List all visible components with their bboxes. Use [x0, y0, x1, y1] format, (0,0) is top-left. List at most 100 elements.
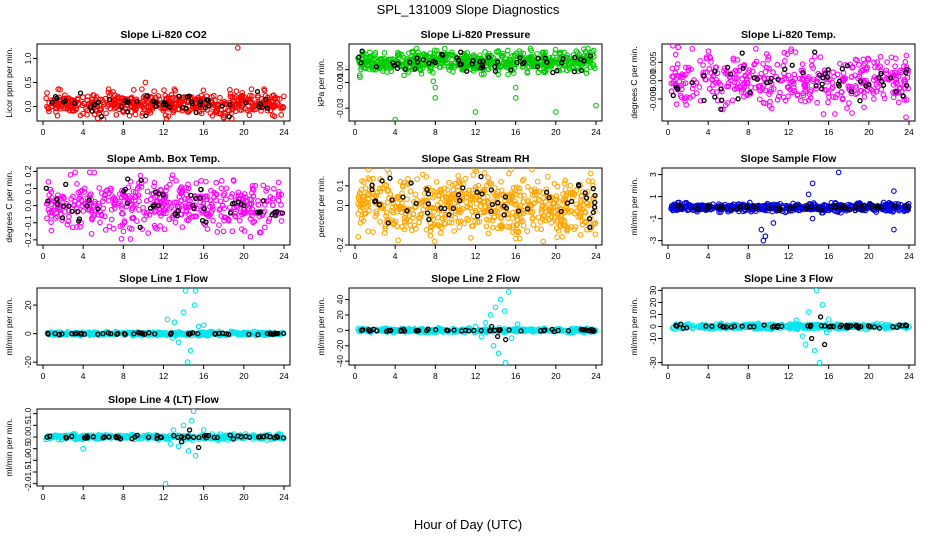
data-point: [731, 75, 738, 81]
data-point: [470, 223, 476, 229]
data-point: [720, 106, 726, 113]
data-point: [424, 210, 431, 216]
data-point: [239, 89, 246, 96]
data-point: [505, 71, 511, 78]
data-point: [102, 227, 109, 233]
data-point: [474, 219, 481, 226]
outlier-point: [758, 226, 765, 233]
data-point: [752, 45, 759, 52]
data-point: [134, 185, 141, 192]
data-point: [76, 195, 83, 202]
data-point: [181, 196, 188, 202]
data-point: [508, 199, 515, 206]
data-point: [471, 327, 477, 334]
data-point: [264, 105, 271, 111]
data-point: [483, 223, 490, 230]
data-point: [559, 66, 566, 73]
data-point: [874, 59, 881, 65]
data-point: [358, 327, 365, 333]
data-point: [61, 195, 67, 202]
x-tick-label: 16: [199, 127, 209, 137]
data-point: [903, 64, 910, 71]
data-point: [890, 81, 897, 88]
data-point: [79, 94, 86, 101]
data-point: [464, 68, 470, 74]
data-point: [221, 191, 228, 197]
data-point: [200, 194, 207, 201]
data-point: [541, 212, 548, 219]
data-point: [200, 87, 207, 94]
data-point: [275, 191, 282, 198]
x-tick-label: 4: [393, 371, 398, 381]
x-tick-label: 12: [471, 251, 481, 261]
data-point: [143, 95, 150, 102]
data-point: [883, 70, 890, 77]
data-point: [261, 224, 268, 231]
data-point: [365, 228, 371, 235]
data-point: [372, 49, 379, 56]
outlier-point: [472, 109, 479, 115]
data-point: [132, 111, 139, 118]
data-point: [218, 185, 225, 192]
data-point: [784, 208, 790, 215]
data-point: [510, 184, 517, 191]
data-point: [254, 209, 261, 215]
data-point: [161, 330, 168, 337]
data-point: [53, 109, 59, 115]
points: [668, 44, 912, 121]
data-point: [897, 67, 904, 74]
outlier-point: [182, 288, 189, 294]
data-point: [765, 54, 772, 60]
data-point: [787, 79, 794, 86]
data-point: [590, 185, 596, 192]
data-point: [433, 47, 440, 54]
data-point: [494, 197, 501, 203]
outlier-point: [171, 319, 178, 326]
data-point: [408, 327, 414, 333]
data-point: [224, 107, 231, 114]
data-point: [48, 227, 55, 234]
data-point: [499, 224, 506, 230]
data-point: [487, 181, 493, 187]
data-point: [356, 54, 362, 60]
data-point: [458, 328, 465, 334]
data-point: [176, 93, 182, 99]
x-tick-label: 24: [904, 127, 914, 137]
data-point: [814, 99, 820, 106]
data-point: [163, 184, 170, 190]
data-point: [132, 103, 138, 110]
data-point: [54, 196, 60, 202]
y-axis-label: ml/min per min.: [316, 297, 326, 355]
data-point: [221, 98, 228, 105]
data-point: [77, 90, 84, 96]
data-point: [446, 198, 452, 204]
data-point: [138, 177, 144, 184]
data-point: [130, 188, 137, 195]
data-point: [510, 70, 517, 76]
data-point: [782, 97, 789, 104]
data-point: [440, 52, 446, 58]
data-point: [69, 224, 76, 231]
data-point: [840, 70, 847, 76]
data-point: [565, 328, 572, 334]
data-point: [231, 98, 237, 105]
data-point: [66, 203, 72, 209]
data-point: [370, 229, 376, 235]
data-point: [431, 205, 438, 212]
data-point: [59, 215, 66, 221]
data-point: [520, 50, 527, 57]
data-point: [198, 186, 204, 193]
data-point: [89, 216, 95, 223]
data-point: [394, 223, 401, 230]
y-tick-label: 20: [23, 300, 33, 310]
y-tick-label: 0.2: [23, 165, 33, 177]
outlier-point: [593, 102, 599, 109]
data-point: [117, 223, 124, 230]
data-point: [879, 78, 885, 84]
y-axis-label: ml/min per min.: [4, 297, 14, 355]
data-point: [183, 208, 190, 215]
data-point: [161, 194, 167, 200]
data-point: [173, 331, 180, 338]
data-point: [448, 219, 455, 226]
data-point: [231, 200, 238, 206]
